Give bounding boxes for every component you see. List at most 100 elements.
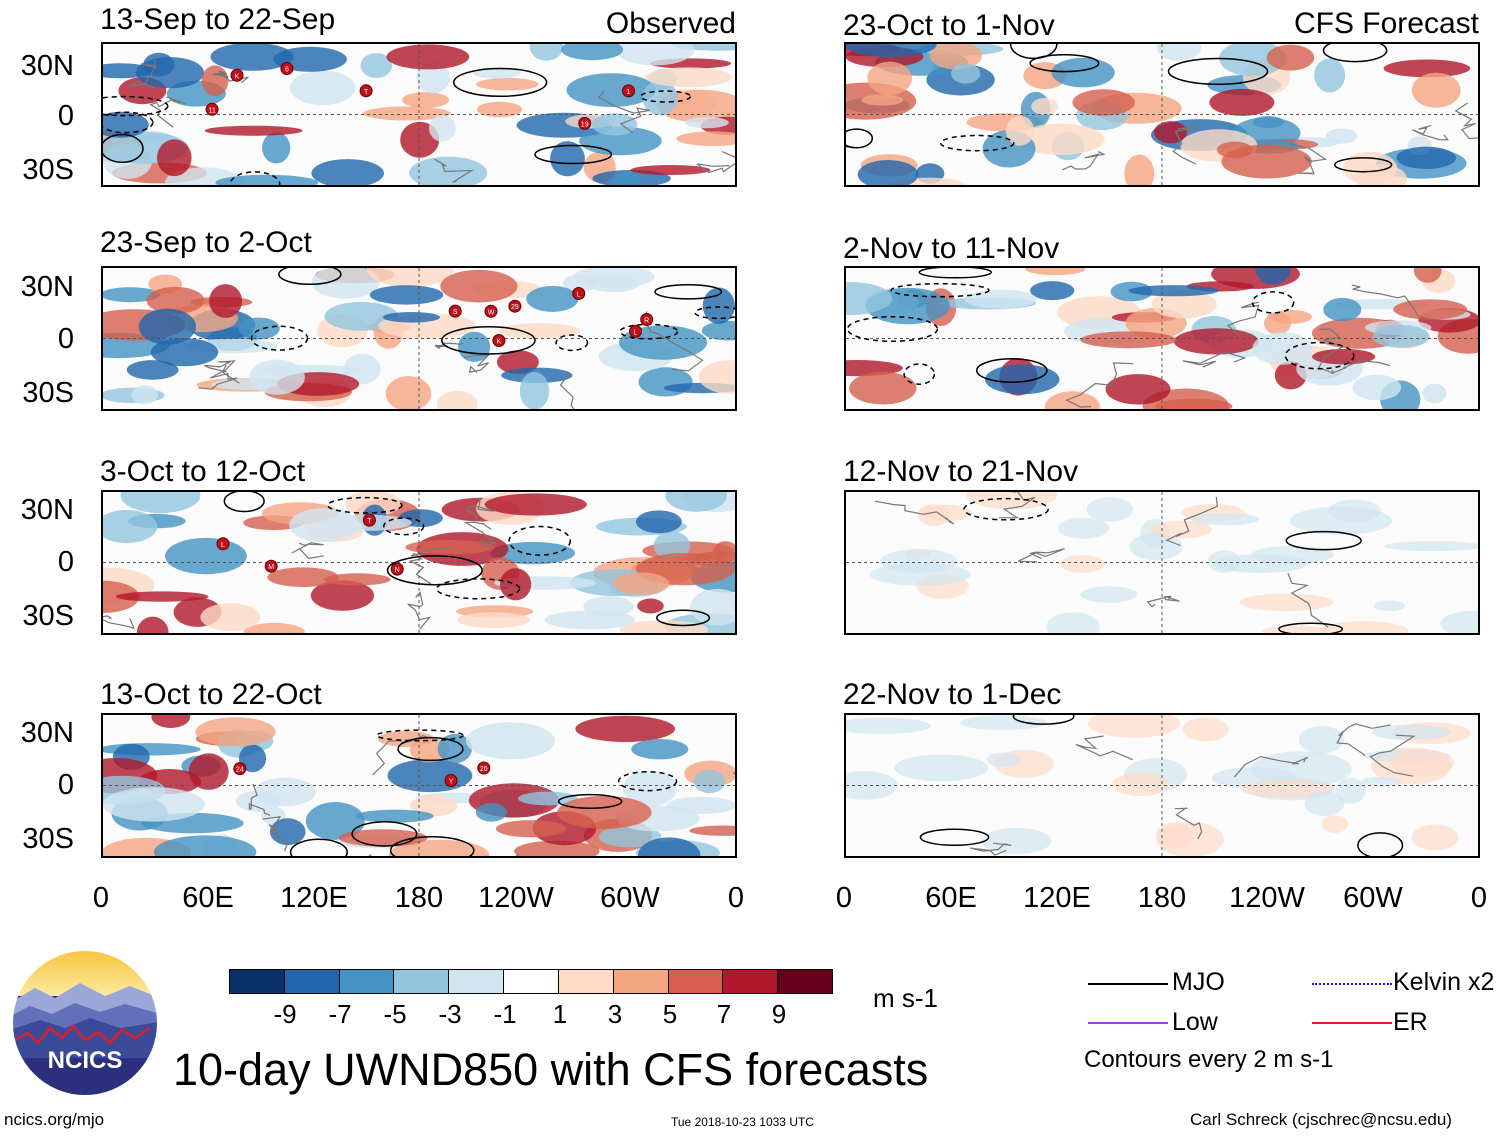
anomaly-blob — [1411, 824, 1459, 851]
anomaly-blob — [249, 359, 305, 395]
coastline — [1075, 735, 1133, 761]
storm-marker: T — [362, 513, 376, 527]
anomaly-blob — [529, 44, 564, 61]
coastline — [1182, 351, 1247, 368]
mjo-contour — [351, 821, 418, 847]
anomaly-blob — [557, 795, 652, 829]
footer-timestamp: Tue 2018-10-23 1033 UTC — [671, 1115, 814, 1129]
anomaly-blob — [290, 70, 356, 106]
anomaly-blob — [310, 580, 374, 611]
anomaly-blob — [1072, 89, 1135, 116]
anomaly-blob — [566, 73, 656, 107]
map-fcst-3 — [844, 490, 1480, 635]
colorbar-label: -7 — [328, 999, 352, 1029]
mjo-contour — [327, 496, 403, 514]
anomaly-blob — [209, 284, 243, 318]
anomaly-blob — [986, 752, 1021, 768]
coastline — [1017, 548, 1065, 563]
anomaly-blob — [619, 620, 709, 633]
coastline — [248, 783, 271, 816]
anomaly-blob — [1314, 58, 1346, 93]
anomaly-blob — [1190, 513, 1259, 526]
anomaly-blob — [984, 364, 1060, 395]
colorbar-swatch — [504, 970, 559, 993]
mjo-contour — [1284, 341, 1355, 370]
storm-marker: K — [230, 68, 244, 82]
anomaly-blob — [638, 837, 701, 856]
mjo-contour — [103, 133, 144, 164]
storm-label: 29 — [511, 304, 519, 311]
storm-marker: R — [640, 313, 654, 326]
mjo-contour — [617, 771, 678, 792]
map-obs-2: 29 K L W R S L — [101, 266, 737, 411]
mjo-contour — [975, 358, 1048, 383]
footer-url: ncics.org/mjo — [4, 1110, 105, 1129]
anomaly-blob — [645, 67, 732, 88]
map-obs-1: 6 1 T 19 11 K — [101, 42, 737, 187]
mjo-contour — [639, 90, 692, 103]
storm-marker: T — [359, 84, 373, 98]
anomaly-blob — [598, 825, 662, 848]
anomaly-blob — [1025, 268, 1086, 276]
anomaly-blob — [484, 493, 587, 516]
lat-label: 30S — [22, 823, 74, 855]
mjo-contour — [654, 283, 723, 300]
anomaly-blob — [262, 132, 291, 164]
coastline — [1172, 126, 1198, 165]
mjo-contour — [846, 128, 874, 149]
anomaly-blob — [120, 492, 201, 514]
storm-label: 26 — [480, 766, 488, 773]
anomaly-blob — [684, 117, 729, 129]
colorbar-swatch — [284, 970, 340, 993]
anomaly-blob — [289, 508, 358, 543]
anomaly-blob — [575, 715, 676, 742]
coastline — [1226, 301, 1260, 337]
anomaly-blob — [1241, 780, 1334, 798]
anomaly-blob — [151, 715, 191, 728]
lat-label: 0 — [57, 323, 74, 355]
mjo-contour — [103, 111, 154, 134]
colorbar-swatch — [778, 970, 832, 993]
anomaly-blob — [623, 770, 677, 807]
coastline — [970, 842, 1012, 856]
anomaly-blob — [693, 769, 726, 794]
anomaly-blob — [518, 791, 578, 806]
anomaly-field: 29 K L W R S L — [103, 268, 735, 409]
storm-label: T — [364, 89, 369, 96]
anomaly-blob — [929, 44, 982, 70]
colorbar-swatch — [558, 970, 614, 993]
coastline — [463, 521, 497, 547]
anomaly-blob — [1360, 776, 1402, 787]
colorbar-label: 1 — [552, 999, 568, 1029]
storm-label: Y — [449, 779, 454, 786]
anomaly-blob — [385, 376, 432, 409]
colorbar-units: m s-1 — [873, 983, 938, 1013]
anomaly-blob — [637, 598, 664, 614]
coastline — [597, 90, 650, 134]
anomaly-blob — [894, 754, 989, 782]
coastline — [1317, 328, 1345, 374]
mjo-contour — [386, 555, 483, 586]
lon-label: 180 — [1137, 882, 1187, 914]
storm-marker: 24 — [233, 762, 247, 776]
panel-title-fcst-3: 12-Nov to 21-Nov — [843, 455, 1079, 488]
lat-label: 0 — [57, 546, 74, 578]
anomaly-blob — [702, 287, 735, 324]
anomaly-blob — [1182, 717, 1229, 742]
storm-label: M — [268, 564, 274, 571]
colorbar-label: 3 — [607, 999, 623, 1029]
anomaly-blob — [921, 504, 972, 522]
mjo-contour — [289, 838, 348, 856]
anomaly-blob — [690, 588, 735, 626]
anomaly-blob — [1221, 144, 1312, 179]
coastline — [1146, 595, 1180, 608]
anomaly-blob — [1396, 146, 1456, 169]
storm-label: K — [235, 73, 240, 80]
storm-marker: N — [390, 562, 404, 576]
anomaly-blob — [402, 92, 450, 108]
anomaly-blob — [126, 360, 179, 380]
colorbar-swatch — [668, 970, 724, 993]
lon-label: 0 — [1470, 882, 1488, 914]
colorbar-swatch — [339, 970, 395, 993]
anomaly-blob — [1128, 285, 1219, 297]
